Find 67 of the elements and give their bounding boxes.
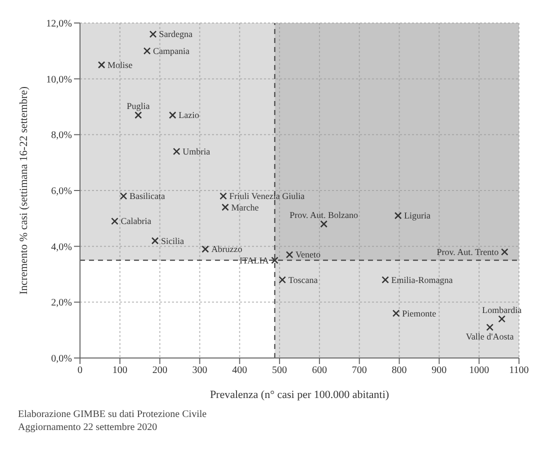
- x-tick-label: 400: [232, 365, 248, 376]
- point: [220, 192, 227, 200]
- point: [500, 248, 508, 256]
- series-label: Prov. Aut. Trento: [436, 246, 500, 257]
- x-tick-label: 1100: [509, 365, 529, 376]
- series-label: Sicilia: [161, 236, 184, 246]
- x-tick-label: 300: [192, 365, 208, 376]
- text: Aggiornamento 22 settembre 2020: [18, 421, 158, 434]
- series-label: Abruzzo: [211, 244, 243, 254]
- point: [392, 310, 400, 317]
- point: [320, 220, 328, 228]
- point: [172, 148, 180, 156]
- point: [486, 324, 494, 331]
- point: [120, 192, 128, 200]
- x-axis-title: Prevalenza (n° casi per 100.000 abitanti): [210, 389, 390, 401]
- series-label: ITALIA: [239, 255, 270, 266]
- point: [143, 47, 151, 55]
- y-tick-label: 2,0%: [51, 298, 72, 309]
- point: [151, 237, 159, 244]
- point: [498, 315, 506, 323]
- series-label: Veneto: [296, 250, 322, 260]
- series-label: Lombardia: [482, 304, 522, 315]
- text: Elaborazione GIMBE su dati Protezione Civile: [18, 408, 208, 421]
- x-tick-label: 200: [152, 365, 168, 376]
- point: [98, 61, 106, 69]
- y-tick-label: 10,0%: [46, 74, 72, 86]
- x-tick-label: 500: [272, 365, 288, 376]
- x-tick-label: 600: [312, 365, 327, 376]
- series-label: Campania: [153, 46, 190, 56]
- series-label: Piemonte: [402, 308, 436, 318]
- x-tick-label: 0: [78, 365, 82, 376]
- y-tick-label: 8,0%: [51, 130, 72, 142]
- series-label: Valle d'Aosta: [466, 332, 514, 342]
- series-label: Friuli Venezia Giulia: [229, 191, 305, 202]
- y-tick-label: 4,0%: [51, 242, 72, 253]
- x-tick-label: 900: [432, 365, 447, 376]
- series-label: Basilicata: [130, 191, 165, 202]
- series-label: Marche: [231, 202, 259, 212]
- point: [382, 276, 389, 284]
- point: [134, 111, 142, 119]
- y-tick-label: 12,0%: [46, 18, 72, 30]
- x-tick-label: 100: [112, 365, 128, 376]
- series-label: Prov. Aut. Bolzano: [290, 210, 359, 220]
- y-tick-label: 0,0%: [51, 354, 72, 365]
- y-tick-label: 6,0%: [51, 186, 72, 198]
- x-tick-label: 1000: [469, 365, 490, 376]
- point: [271, 256, 278, 264]
- series-label: Toscana: [288, 274, 318, 285]
- point: [222, 204, 229, 211]
- series-label: Molise: [108, 60, 133, 70]
- point: [149, 30, 157, 38]
- x-tick-label: 800: [392, 365, 407, 376]
- point: [111, 218, 118, 225]
- point: [168, 111, 176, 119]
- series-label: Umbria: [182, 146, 210, 156]
- series-label: Lazio: [178, 110, 200, 120]
- point: [278, 276, 286, 284]
- series-label: Sardegna: [159, 29, 193, 40]
- point: [394, 212, 402, 220]
- series-label: Emilia-Romagna: [391, 274, 453, 285]
- series-label: Puglia: [126, 101, 150, 112]
- series-label: Liguria: [404, 210, 431, 221]
- x-tick-label: 700: [352, 365, 367, 376]
- series-label: Calabria: [120, 216, 152, 226]
- point: [202, 245, 209, 253]
- y-axis-title: Incremento % casi (settimana 16-22 settembre): [18, 86, 30, 295]
- point: [286, 251, 294, 258]
